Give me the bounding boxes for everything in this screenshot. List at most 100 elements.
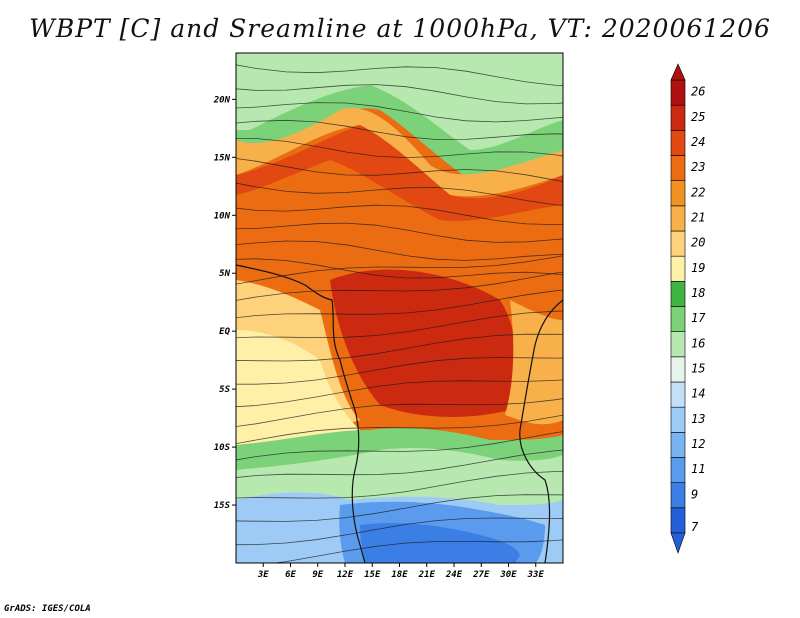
colorbar-label: 17 [691,311,706,325]
colorbar-label: 14 [691,387,705,401]
lat-label: 15S [214,501,231,511]
colorbar-segment [670,205,686,232]
streamlines [236,64,563,563]
lon-label: 12E [337,570,354,580]
streamline [236,357,563,385]
lat-label: 10S [214,443,231,453]
longitude-axis: 3E 6E 9E 12E 15E 18E 21E 24E 27E 30E 33E [257,563,545,580]
colorbar-segment [670,356,686,383]
streamline [236,102,563,123]
colorbar-label: 22 [691,185,705,199]
lon-label: 33E [527,570,545,580]
colorbar-label: 21 [691,210,705,224]
east-coastline [519,299,563,563]
colorbar-segment [670,281,686,307]
streamline [236,449,563,478]
colorbar-segment [670,79,686,106]
streamline [236,138,563,159]
colorbar-segment [670,230,686,257]
wbpt-field [236,53,563,563]
colorbar-segment [670,155,686,181]
field-congo-red [330,269,517,417]
lon-label: 6E [285,570,296,580]
colorbar-label: 9 [691,487,698,501]
colorbar-segment [670,381,686,408]
field-east-orange [505,300,563,425]
colorbar-label: 19 [691,261,705,275]
colorbar-segment [670,306,686,332]
streamline [236,398,563,427]
colorbar-segment [670,406,686,433]
colorbar-label: 13 [691,412,705,426]
colorbar-segment [670,180,686,207]
streamline [236,64,563,86]
colorbar-segment [670,507,686,534]
field-sahel-red [236,125,563,222]
field-south-deepblue [360,523,520,563]
colorbar-max-arrow [670,63,686,81]
colorbar-label: 24 [691,135,705,149]
lat-label: EQ [219,327,230,337]
streamline [236,414,563,445]
streamline [236,271,563,301]
streamline [236,84,563,105]
colorbar-segment [670,130,686,156]
colorbar-segment [670,482,686,509]
colorbar-min-arrow [670,532,686,554]
colorbar-segment [670,331,686,358]
latitude-axis: 20N 15N 10N 5N EQ 5S 10S 15S [213,95,236,511]
lon-label: 3E [257,570,269,580]
lon-label: 15E [364,570,381,580]
lat-label: 20N [213,95,231,105]
field-west-pale-yellow [236,330,360,450]
field-north-orange [236,108,563,197]
colorbar-label: 16 [691,336,705,350]
lon-label: 24E [445,570,463,580]
lon-label: 21E [418,570,436,580]
footer-credit: GrADS: IGES/COLA [4,604,91,614]
colorbar-label: 23 [691,160,705,174]
colorbar-label: 11 [691,462,705,476]
chart-title: WBPT [C] and Sreamline at 1000hPa, VT: 2… [29,14,771,43]
colorbar-label: 26 [691,85,705,99]
streamline [236,222,563,243]
lon-label: 18E [391,570,408,580]
streamline [236,333,563,362]
lat-label: 5N [219,269,230,279]
lat-label: 5S [219,385,230,395]
streamline [236,119,563,140]
colorbar-label: 15 [691,361,705,375]
colorbar-label: 25 [691,110,705,124]
colorbar-segment [670,104,686,131]
west-coastline [236,264,366,563]
colorbar-segment [670,457,686,483]
colorbar-segment [670,432,686,458]
colorbar-label: 7 [691,520,699,534]
colorbar-segment [670,255,686,282]
streamline [236,255,563,285]
streamline [236,182,563,206]
lat-label: 15N [214,153,231,163]
streamline [236,258,563,279]
streamline [236,204,563,226]
streamline [236,494,563,522]
streamline [236,431,563,461]
colorbar-label: 20 [691,236,705,250]
streamline [236,289,563,319]
streamline [271,539,563,563]
streamline [236,158,563,182]
lon-label: 27E [472,570,490,580]
lat-label: 10N [214,211,231,221]
colorbar-label: 18 [691,286,705,300]
field-north-light-green [236,53,563,150]
colorbar: 7 9 11 12 13 14 15 16 17 18 19 20 21 22 23 24 25 26 [670,63,706,554]
streamline [236,517,563,546]
colorbar-label: 12 [691,437,705,451]
streamline [236,471,563,499]
lon-label: 9E [312,570,323,580]
streamline [236,310,563,339]
streamline [236,379,563,408]
streamline [236,240,563,261]
lon-label: 30E [499,570,517,580]
